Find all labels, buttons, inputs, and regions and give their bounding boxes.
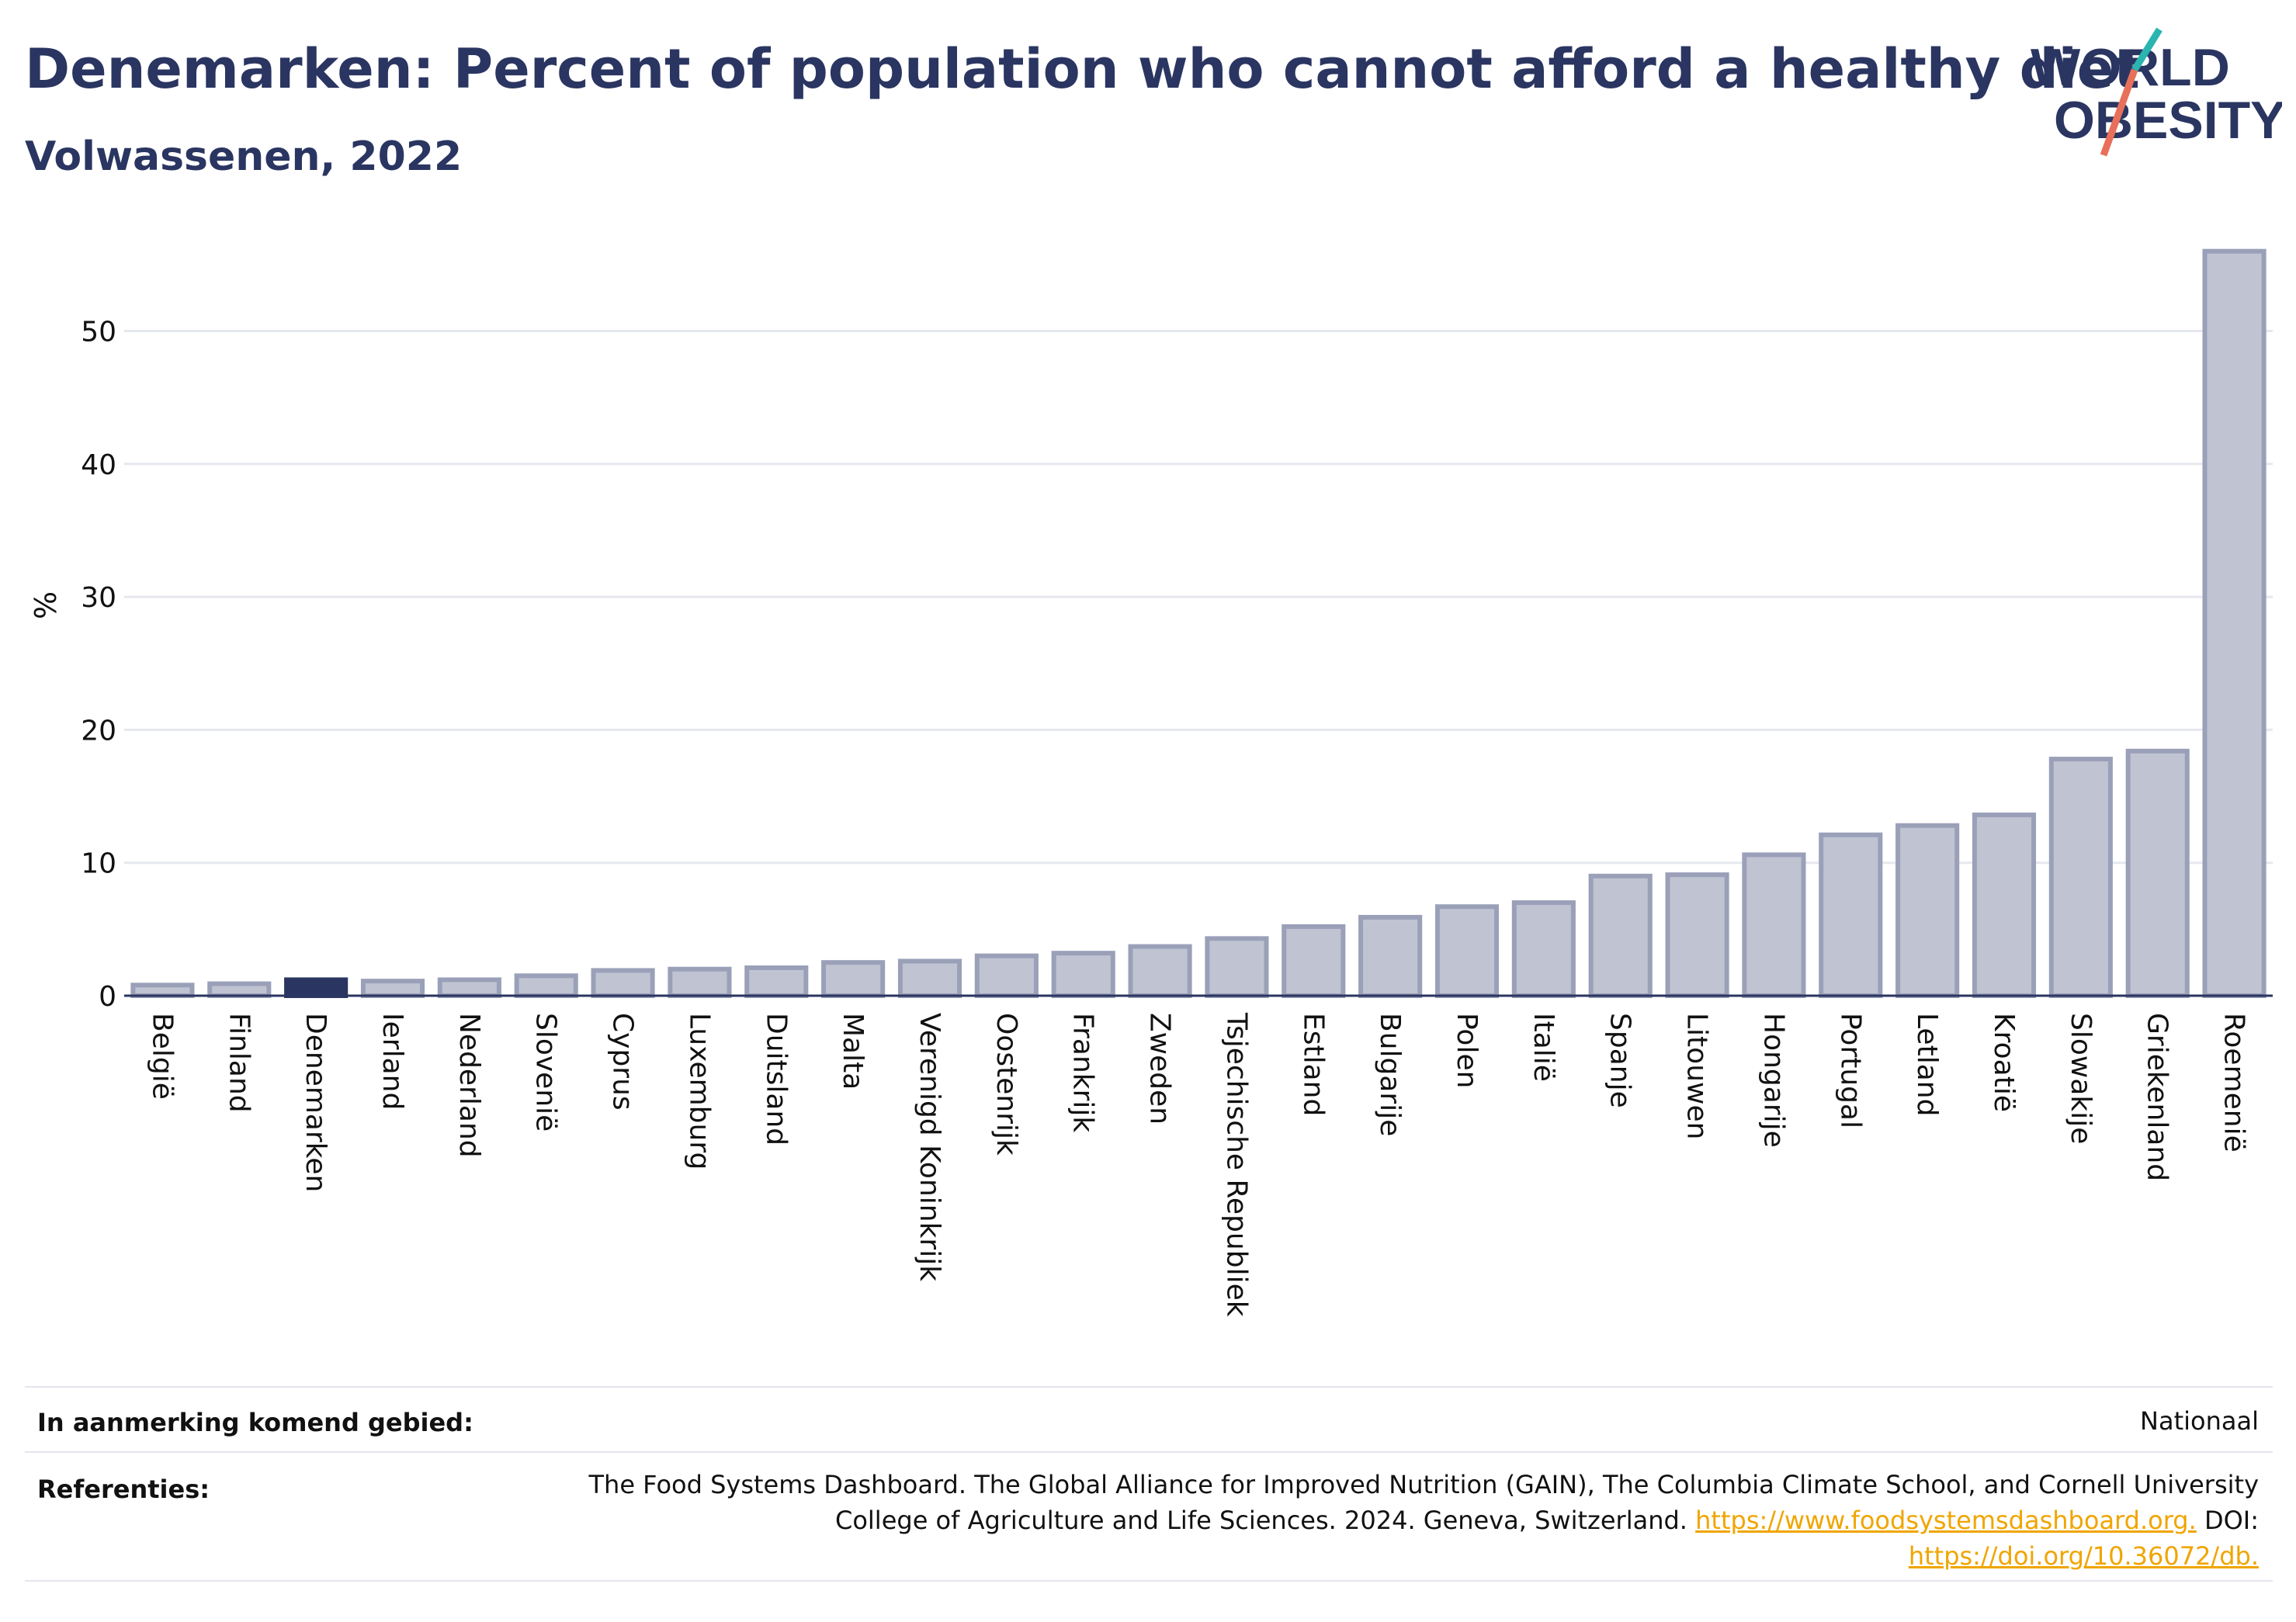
x-tick-label: Ierland	[376, 1013, 408, 1110]
chart-subtitle: Volwassenen, 2022	[25, 133, 463, 180]
logo-slash-teal	[2131, 27, 2162, 72]
y-tick-label: 30	[81, 582, 116, 614]
y-tick-label: 10	[81, 848, 116, 880]
y-tick-labels: 0 10 20 30 40 50	[81, 317, 116, 1014]
x-tick-label: Frankrijk	[1067, 1013, 1099, 1132]
references-line-1: The Food Systems Dashboard. The Global A…	[588, 1470, 2259, 1499]
bar	[1895, 823, 1960, 998]
bar	[1665, 872, 1729, 998]
references-line-2-text: College of Agriculture and Life Sciences…	[834, 1506, 1687, 1535]
x-tick-label: Slovenië	[530, 1013, 562, 1132]
x-tick-label: Oostenrijk	[990, 1013, 1022, 1156]
bar	[130, 983, 195, 999]
y-tick-label: 40	[81, 449, 116, 481]
region-label: In aanmerking komend gebied:	[37, 1408, 473, 1437]
x-tick-label: Griekenland	[2142, 1013, 2173, 1181]
bar	[1128, 944, 1192, 999]
bar	[897, 958, 962, 999]
bar	[1358, 914, 1423, 998]
x-tick-label: Verenigd Koninkrijk	[914, 1013, 945, 1281]
world-obesity-logo: WORLD OBESITY	[2031, 27, 2282, 157]
bar	[207, 981, 272, 999]
doi-link[interactable]: https://doi.org/10.36072/db.	[1908, 1541, 2259, 1571]
x-tick-label: Spanje	[1604, 1013, 1636, 1108]
bar	[1972, 813, 2037, 998]
bar	[974, 953, 1039, 998]
bar	[1282, 924, 1346, 998]
bar	[360, 979, 425, 998]
x-tick-label: Malta	[837, 1013, 869, 1090]
y-axis-label: %	[29, 591, 63, 619]
footer-divider-top	[25, 1386, 2273, 1388]
x-tick-label: Duitsland	[760, 1013, 792, 1145]
logo-slash-coral	[2100, 68, 2138, 157]
bar	[668, 966, 732, 998]
bar	[2125, 748, 2190, 998]
bar	[1511, 900, 1576, 998]
bars	[130, 248, 2267, 999]
x-tick-label: Zweden	[1144, 1013, 1176, 1125]
x-tick-label: Luxemburg	[683, 1013, 715, 1170]
footer-divider-bottom	[25, 1580, 2273, 1582]
references-text: The Food Systems Dashboard. The Global A…	[588, 1467, 2259, 1574]
bar	[591, 968, 655, 999]
x-tick-label: Roemenië	[2218, 1013, 2250, 1152]
references-line-2: College of Agriculture and Life Sciences…	[588, 1502, 2259, 1538]
bar	[1051, 951, 1115, 998]
x-tick-label: Finland	[223, 1013, 255, 1113]
region-value: Nationaal	[2140, 1406, 2259, 1436]
x-tick-label: Polen	[1451, 1013, 1483, 1088]
bar	[284, 977, 349, 998]
x-tick-label: Litouwen	[1681, 1013, 1713, 1139]
bar	[437, 977, 501, 998]
chart-title: Denemarken: Percent of population who ca…	[25, 37, 2140, 101]
y-tick-label: 50	[81, 317, 116, 348]
x-tick-label: Tsjechische Republiek	[1220, 1012, 1252, 1317]
x-tick-label: Kroatië	[1988, 1013, 2020, 1112]
x-tick-labels: België Finland Denemarken Ierland Nederland S…	[146, 1012, 2249, 1317]
dashboard-link[interactable]: https://www.foodsystemsdashboard.org.	[1695, 1506, 2197, 1535]
bar-chart: 0 10 20 30 40 50 België Finland Denemarken Ierla…	[29, 248, 2273, 1317]
bar	[514, 973, 578, 999]
references-line-3: https://doi.org/10.36072/db.	[588, 1538, 2259, 1574]
references-label: Referenties:	[37, 1475, 210, 1504]
bar	[1819, 832, 1883, 999]
bar	[1434, 904, 1500, 999]
x-tick-label: Portugal	[1834, 1013, 1866, 1128]
grid-lines	[124, 330, 2273, 865]
y-tick-label: 20	[81, 715, 116, 747]
bar	[2202, 248, 2267, 999]
bar	[1588, 873, 1653, 998]
x-tick-label: Denemarken	[300, 1013, 331, 1192]
logo-word-obesity: OBESITY	[2054, 91, 2282, 150]
bar	[1205, 936, 1269, 998]
x-tick-label: Nederland	[453, 1013, 485, 1158]
bar	[1742, 852, 1806, 998]
doi-label: DOI:	[2204, 1506, 2259, 1535]
x-tick-label: België	[146, 1013, 178, 1100]
bar	[821, 960, 886, 999]
bar	[744, 965, 809, 998]
x-tick-label: Cyprus	[607, 1013, 639, 1111]
x-tick-label: Bulgarije	[1374, 1013, 1406, 1136]
x-tick-label: Letland	[1911, 1013, 1943, 1116]
x-tick-label: Estland	[1297, 1013, 1329, 1116]
x-tick-label: Italië	[1528, 1013, 1559, 1082]
x-tick-label: Slowakije	[2065, 1013, 2097, 1144]
y-tick-label: 0	[99, 981, 116, 1013]
footer-divider-middle	[25, 1451, 2273, 1453]
x-tick-label: Hongarije	[1757, 1013, 1789, 1148]
bar	[2048, 757, 2113, 998]
